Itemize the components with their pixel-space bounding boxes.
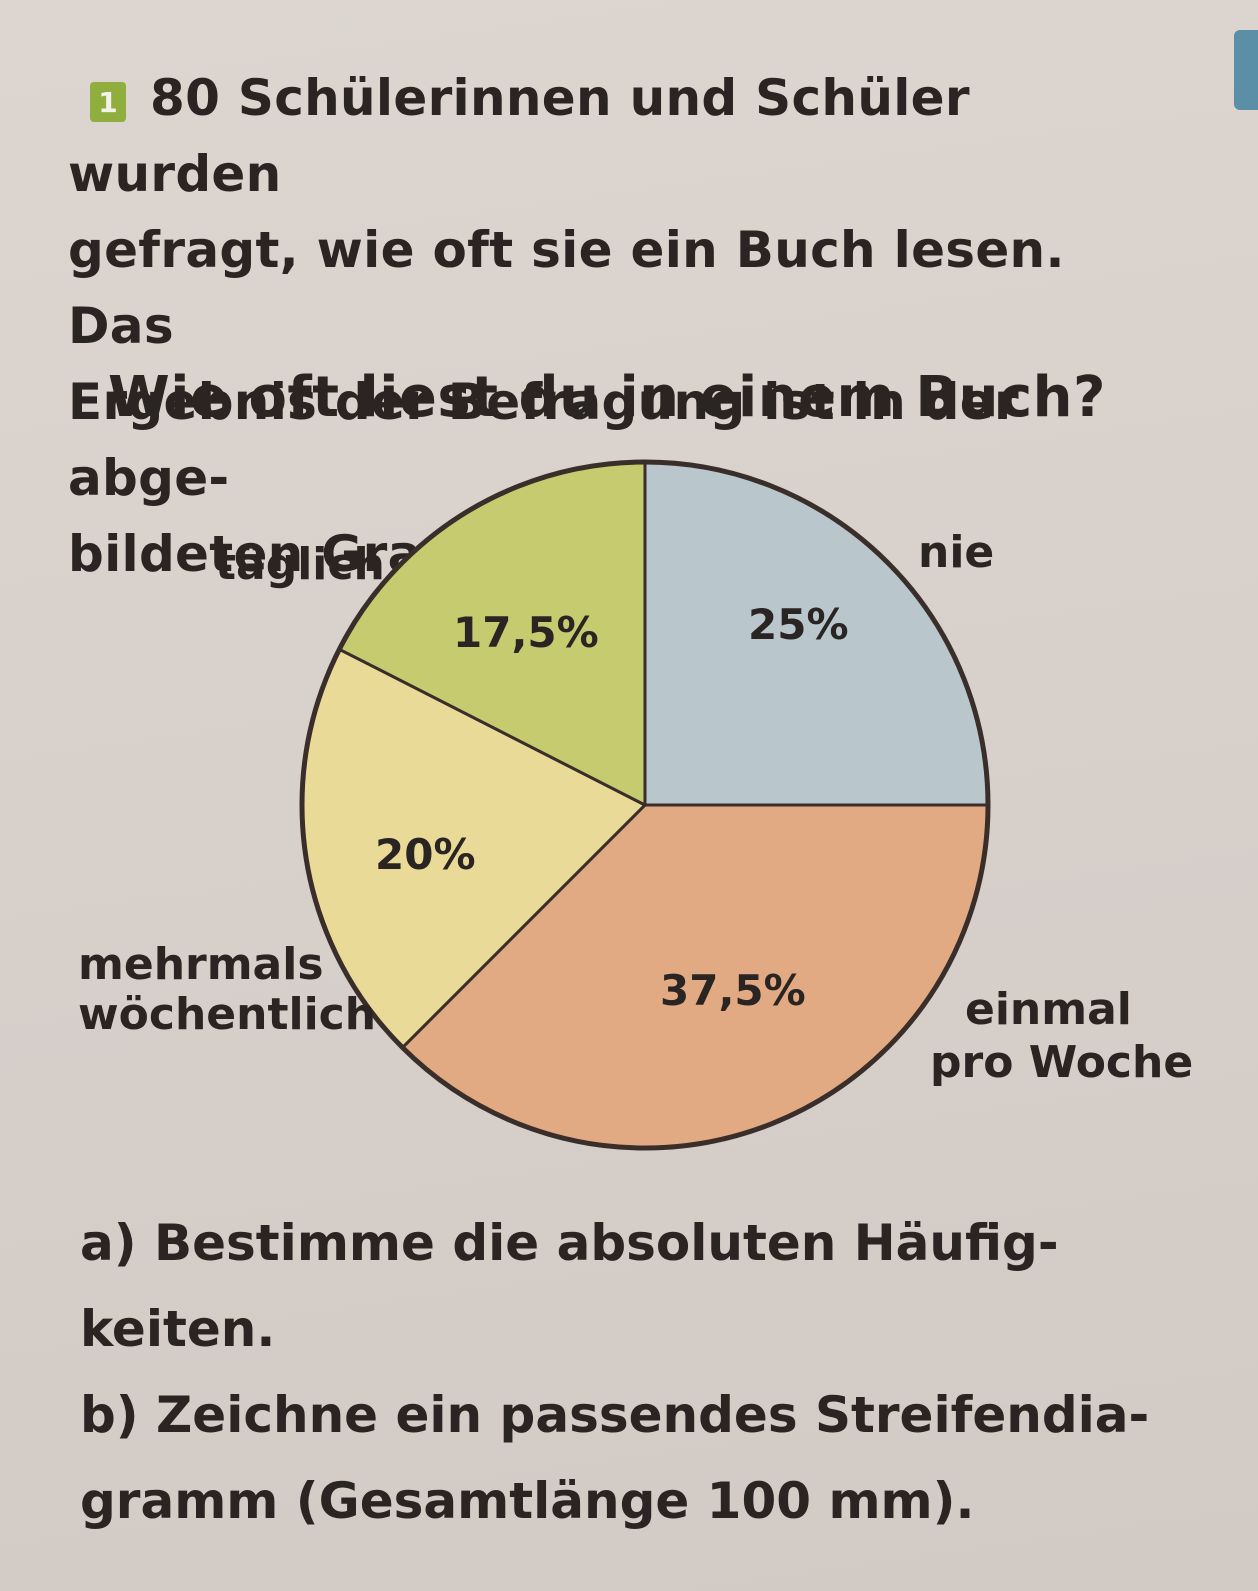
intro-line-1: 80 Schülerinnen und Schüler wurden [68,69,970,203]
task-part-a: a) Bestimme die absoluten Häufig- [80,1214,1059,1272]
label-mehrmals-line-2: wöchentlich [78,989,377,1040]
label-einmal-pro-woche-line-1: einmal [965,984,1132,1035]
task-part-b: b) Zeichne ein passendes Streifendia- [80,1386,1150,1444]
chart-title: Wie oft liest du in einem Buch? [108,365,1106,430]
pct-einmal-pro-woche: 37,5% [660,966,806,1015]
label-nie: nie [918,527,995,578]
task-intro: 80 Schülerinnen und Schüler wurden gefra… [68,60,1148,592]
label-mehrmals-line-1: mehrmals [78,939,324,990]
label-taeglich: täglich [215,539,385,590]
label-mehrmals-woechentlich: mehrmals wöchentlich [78,940,376,1040]
task-part-a-continued: keiten. [80,1300,276,1358]
task-number-badge: 1 [90,82,126,122]
page-edge-tab [1234,30,1258,110]
pie-outline [299,459,991,1151]
intro-line-2: gefragt, wie oft sie ein Buch lesen. Das [68,221,1065,355]
task-parts: a) Bestimme die absoluten Häufig- keiten… [80,1200,1180,1544]
pct-taeglich: 17,5% [453,608,599,657]
pct-mehrmals-woechentlich: 20% [375,830,476,879]
task-part-b-continued: gramm (Gesamtlänge 100 mm). [80,1472,975,1530]
intro-line-3: Ergebnis der Befragung ist in der abge- [68,373,1019,507]
pct-nie: 25% [748,600,849,649]
label-einmal-pro-woche-line-2: pro Woche [930,1037,1194,1088]
